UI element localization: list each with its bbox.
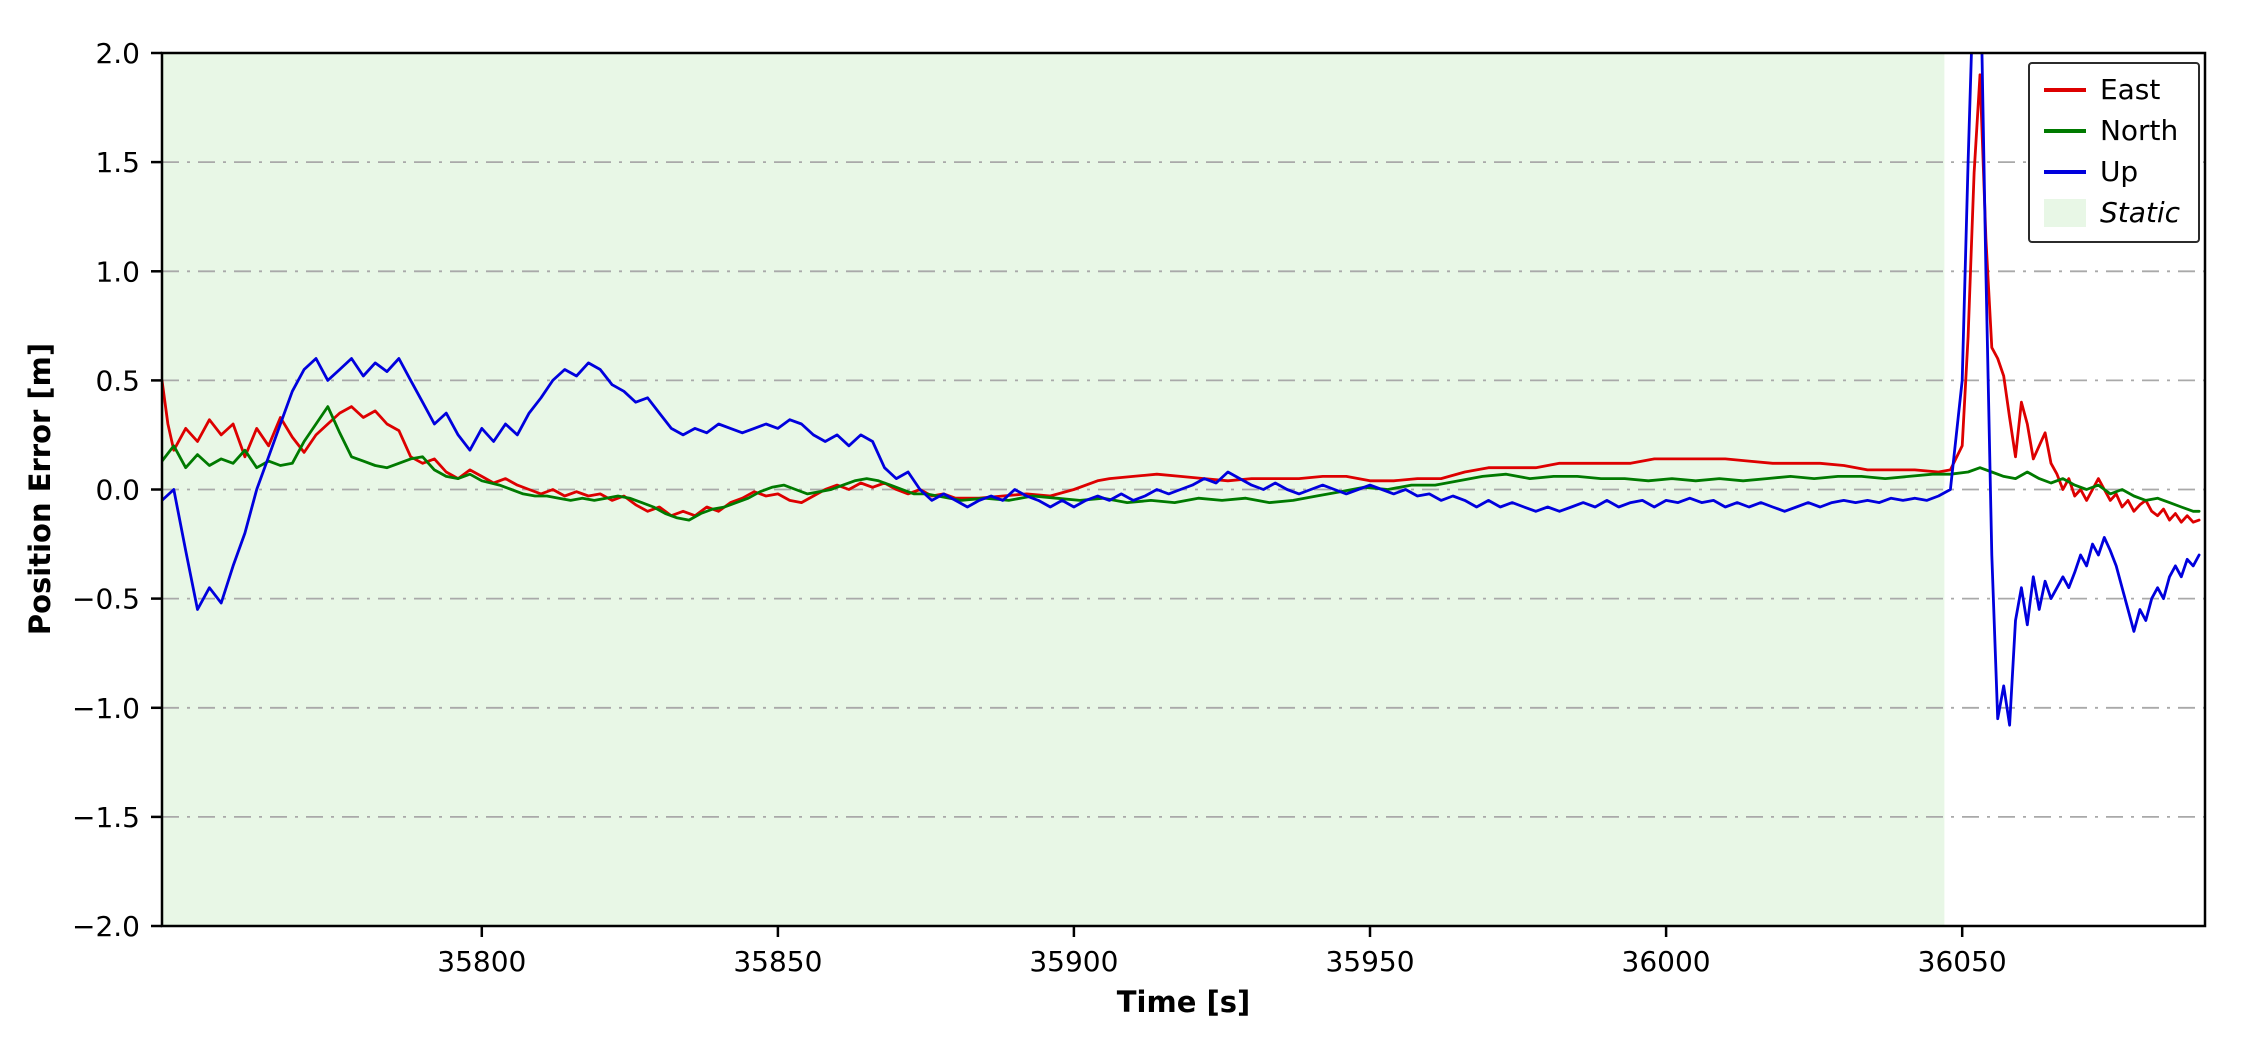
y-tick-label: 1.5: [95, 146, 140, 179]
legend-item-east: East: [2043, 73, 2180, 106]
x-tick-label: 35850: [733, 945, 822, 978]
y-tick-label: −2.0: [72, 910, 140, 943]
y-tick-label: −1.5: [72, 801, 140, 834]
x-tick-label: 36050: [1918, 945, 2007, 978]
x-tick-label: 35950: [1325, 945, 1414, 978]
x-axis-label: Time [s]: [1116, 985, 1251, 1019]
y-tick-label: −1.0: [72, 692, 140, 725]
east-line: [162, 73, 2201, 524]
legend-item-up: Up: [2043, 155, 2180, 188]
y-tick-label: 0.5: [95, 364, 140, 397]
y-tick-label: −0.5: [72, 583, 140, 616]
legend-label-up: Up: [2099, 155, 2139, 188]
legend-label-east: East: [2099, 73, 2161, 106]
up-line: [162, 53, 2201, 727]
x-tick-label: 36000: [1622, 945, 1711, 978]
x-tick-label: 35800: [437, 945, 526, 978]
y-tick-label: 2.0: [95, 37, 140, 70]
east-line-swatch: [2043, 88, 2086, 92]
legend-item-static: Static: [2043, 196, 2180, 229]
static-region-swatch: [2043, 199, 2086, 227]
y-axis-label: Position Error [m]: [23, 342, 57, 636]
x-tick-label: 35900: [1029, 945, 1118, 978]
legend-label-static: Static: [2099, 196, 2180, 229]
north-line-swatch: [2043, 129, 2086, 133]
y-tick-label: 1.0: [95, 255, 140, 288]
legend-label-north: North: [2099, 114, 2179, 147]
up-line-swatch: [2043, 170, 2086, 174]
y-tick-label: 0.0: [95, 474, 140, 507]
legend-item-north: North: [2043, 114, 2180, 147]
legend: East North Up Static: [2027, 62, 2200, 243]
